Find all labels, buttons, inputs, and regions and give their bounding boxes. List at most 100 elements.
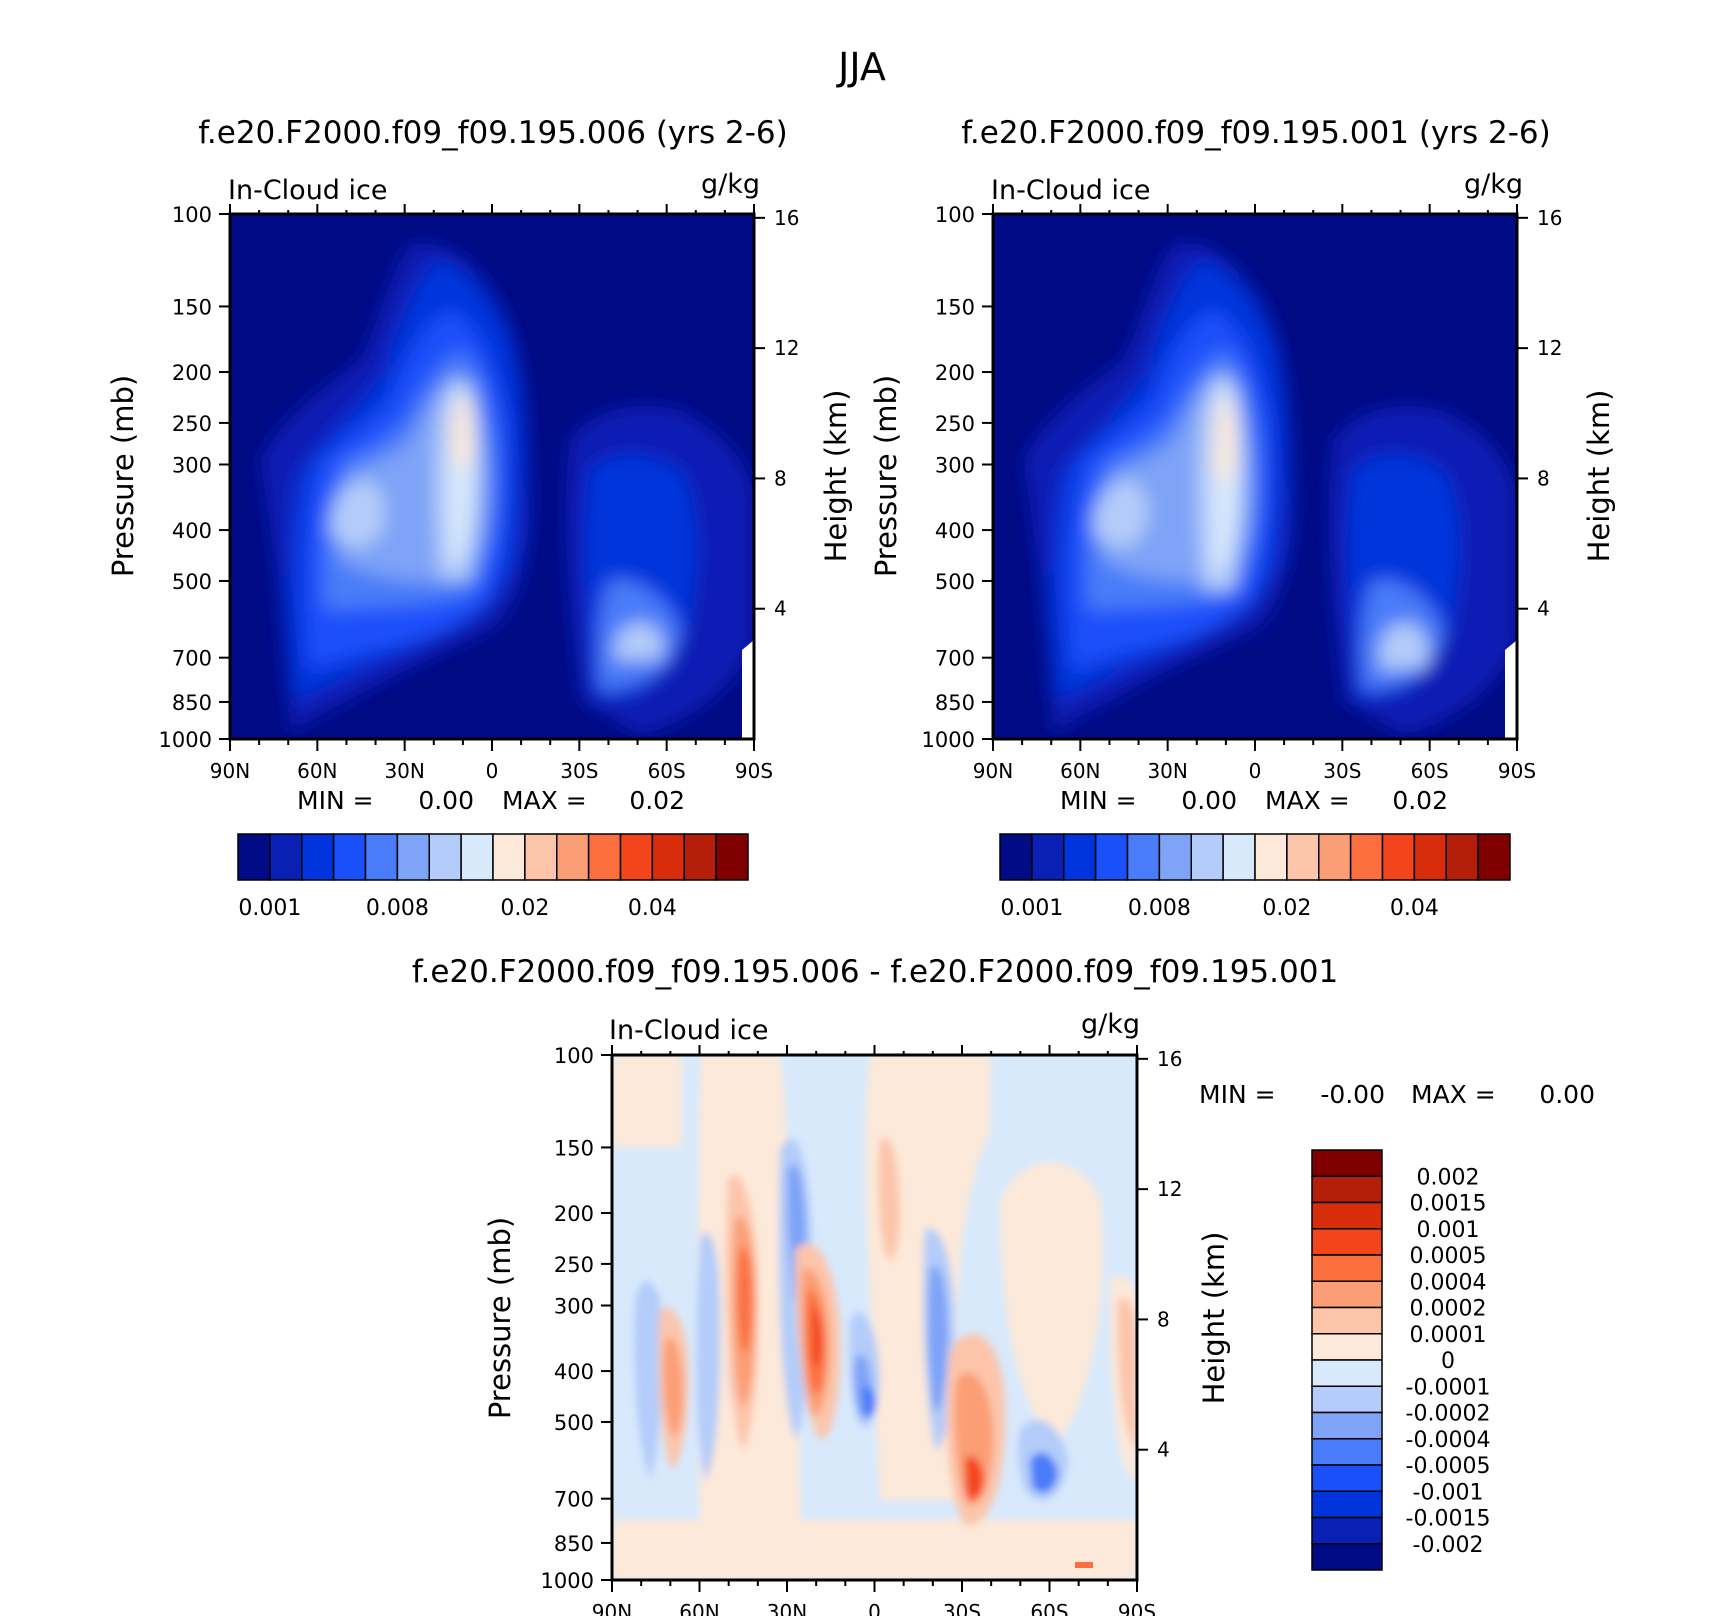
pressure-tick-label: 400 bbox=[172, 519, 212, 543]
colorbar-swatch bbox=[1286, 833, 1320, 881]
colorbar-label: -0.002 bbox=[1413, 1533, 1484, 1558]
panel-2: f.e20.F2000.f09_f09.195.001 (yrs 2-6) In… bbox=[869, 115, 1616, 921]
colorbar-swatch bbox=[1311, 1254, 1383, 1282]
pressure-tick-label: 700 bbox=[554, 1488, 594, 1512]
panel-3-ylabel2: Height (km) bbox=[1197, 1232, 1231, 1405]
panel-2-min-label: MIN = bbox=[1060, 786, 1137, 815]
colorbar-swatch bbox=[1126, 833, 1161, 881]
lat-tick-label: 30S bbox=[943, 1600, 981, 1616]
pressure-tick-label: 1000 bbox=[541, 1569, 594, 1593]
panel-1-title: f.e20.F2000.f09_f09.195.006 (yrs 2-6) bbox=[198, 115, 788, 151]
colorbar-swatch bbox=[1094, 833, 1129, 881]
colorbar-label: 0.008 bbox=[1128, 896, 1191, 921]
pressure-tick-label: 100 bbox=[172, 203, 212, 227]
colorbar-swatch bbox=[1318, 833, 1352, 881]
colorbar-swatch bbox=[1349, 833, 1384, 881]
colorbar-swatch bbox=[1311, 1516, 1383, 1545]
panel-3-min-value: -0.00 bbox=[1320, 1080, 1385, 1109]
colorbar-label: 0.001 bbox=[1000, 896, 1063, 921]
colorbar-swatch bbox=[1254, 833, 1288, 881]
pressure-tick-label: 500 bbox=[935, 570, 975, 594]
colorbar-swatch bbox=[1311, 1333, 1383, 1361]
lat-tick-label: 90N bbox=[210, 759, 250, 783]
panel-1-axes: 100 150 200 250 300 400 500 700 850 1000 4 8 12 16 90N… bbox=[159, 203, 800, 783]
panel-2-axes: 100 150 200 250 300 400 500 700 850 1000 4 8 12 16 90N… bbox=[922, 203, 1563, 783]
pressure-tick-label: 300 bbox=[935, 453, 975, 477]
lat-tick-label: 30N bbox=[767, 1600, 807, 1616]
colorbar-swatch bbox=[587, 833, 622, 881]
panel-3-colorbar: 0.0020.00150.0010.00050.00040.00020.0001… bbox=[1311, 1149, 1491, 1571]
lat-tick-label: 90S bbox=[1118, 1600, 1156, 1616]
colorbar-label: -0.0005 bbox=[1406, 1454, 1491, 1479]
panel-1: f.e20.F2000.f09_f09.195.006 (yrs 2-6) In… bbox=[106, 115, 853, 921]
pressure-tick-label: 150 bbox=[554, 1136, 594, 1160]
figure-title: JJA bbox=[836, 45, 886, 89]
panel-2-colorbar: 0.001 0.008 0.02 0.04 bbox=[999, 833, 1511, 921]
height-tick-label: 12 bbox=[1157, 1177, 1182, 1201]
colorbar-swatch bbox=[237, 833, 271, 881]
pressure-tick-label: 500 bbox=[554, 1411, 594, 1435]
colorbar-swatch bbox=[524, 833, 558, 881]
colorbar-swatch bbox=[1311, 1543, 1383, 1571]
panel-3-max-label: MAX = bbox=[1411, 1080, 1496, 1109]
colorbar-swatch bbox=[492, 833, 526, 881]
pressure-tick-label: 850 bbox=[935, 691, 975, 715]
colorbar-swatch bbox=[556, 833, 590, 881]
colorbar-label: 0.02 bbox=[1262, 896, 1311, 921]
colorbar-swatch bbox=[460, 833, 494, 881]
pressure-tick-label: 400 bbox=[554, 1360, 594, 1384]
lat-tick-label: 0 bbox=[1249, 759, 1262, 783]
colorbar-label: 0 bbox=[1441, 1349, 1455, 1374]
colorbar-label: -0.0015 bbox=[1406, 1507, 1491, 1532]
colorbar-swatch bbox=[1311, 1306, 1383, 1335]
colorbar-swatch bbox=[1063, 833, 1097, 881]
pressure-tick-label: 1000 bbox=[922, 728, 975, 752]
panel-3-plot-area bbox=[612, 1055, 1137, 1580]
pressure-tick-label: 150 bbox=[172, 295, 212, 319]
height-tick-label: 16 bbox=[774, 206, 799, 230]
height-tick-label: 12 bbox=[774, 336, 799, 360]
panel-3-ylabel: Pressure (mb) bbox=[483, 1217, 517, 1419]
colorbar-swatch bbox=[428, 833, 462, 881]
lat-tick-label: 60N bbox=[297, 759, 337, 783]
colorbar-swatch bbox=[332, 833, 367, 881]
colorbar-swatch bbox=[1311, 1438, 1383, 1466]
pressure-tick-label: 200 bbox=[935, 361, 975, 385]
pressure-tick-label: 150 bbox=[935, 295, 975, 319]
height-tick-label: 8 bbox=[1537, 466, 1550, 490]
panel-2-max-label: MAX = bbox=[1265, 786, 1350, 815]
panel-1-max-label: MAX = bbox=[502, 786, 587, 815]
colorbar-swatch bbox=[1311, 1228, 1383, 1256]
lat-tick-label: 0 bbox=[486, 759, 499, 783]
lat-tick-label: 90S bbox=[735, 759, 773, 783]
lat-tick-label: 0 bbox=[868, 1600, 881, 1616]
panel-2-ylabel: Pressure (mb) bbox=[869, 375, 903, 577]
colorbar-label: 0.002 bbox=[1417, 1165, 1480, 1190]
colorbar-label: 0.02 bbox=[500, 896, 549, 921]
height-tick-label: 4 bbox=[774, 597, 787, 621]
pressure-tick-label: 850 bbox=[554, 1532, 594, 1556]
lat-tick-label: 30N bbox=[384, 759, 424, 783]
height-tick-label: 4 bbox=[1537, 597, 1550, 621]
colorbar-swatch bbox=[1311, 1411, 1383, 1440]
colorbar-swatch bbox=[1158, 833, 1192, 881]
panel-1-plot-area bbox=[230, 214, 754, 739]
colorbar-swatch bbox=[1311, 1201, 1383, 1230]
colorbar-swatch bbox=[1311, 1464, 1383, 1492]
pressure-tick-label: 850 bbox=[172, 691, 212, 715]
panel-2-units-label: g/kg bbox=[1464, 169, 1523, 200]
panel-1-min-value: 0.00 bbox=[418, 786, 474, 815]
colorbar-label: -0.0004 bbox=[1406, 1428, 1491, 1453]
lat-tick-label: 90N bbox=[592, 1600, 632, 1616]
colorbar-swatch bbox=[1311, 1280, 1383, 1309]
pressure-tick-label: 250 bbox=[554, 1253, 594, 1277]
lat-tick-label: 30S bbox=[1323, 759, 1361, 783]
panel-2-ylabel2: Height (km) bbox=[1582, 390, 1616, 563]
colorbar-label: 0.0015 bbox=[1410, 1192, 1487, 1217]
colorbar-swatch bbox=[1311, 1385, 1383, 1414]
colorbar-swatch bbox=[1311, 1175, 1383, 1204]
panel-3-units-label: g/kg bbox=[1081, 1009, 1140, 1040]
panel-3-variable-label: In-Cloud ice bbox=[609, 1015, 768, 1046]
colorbar-swatch bbox=[1477, 833, 1511, 881]
